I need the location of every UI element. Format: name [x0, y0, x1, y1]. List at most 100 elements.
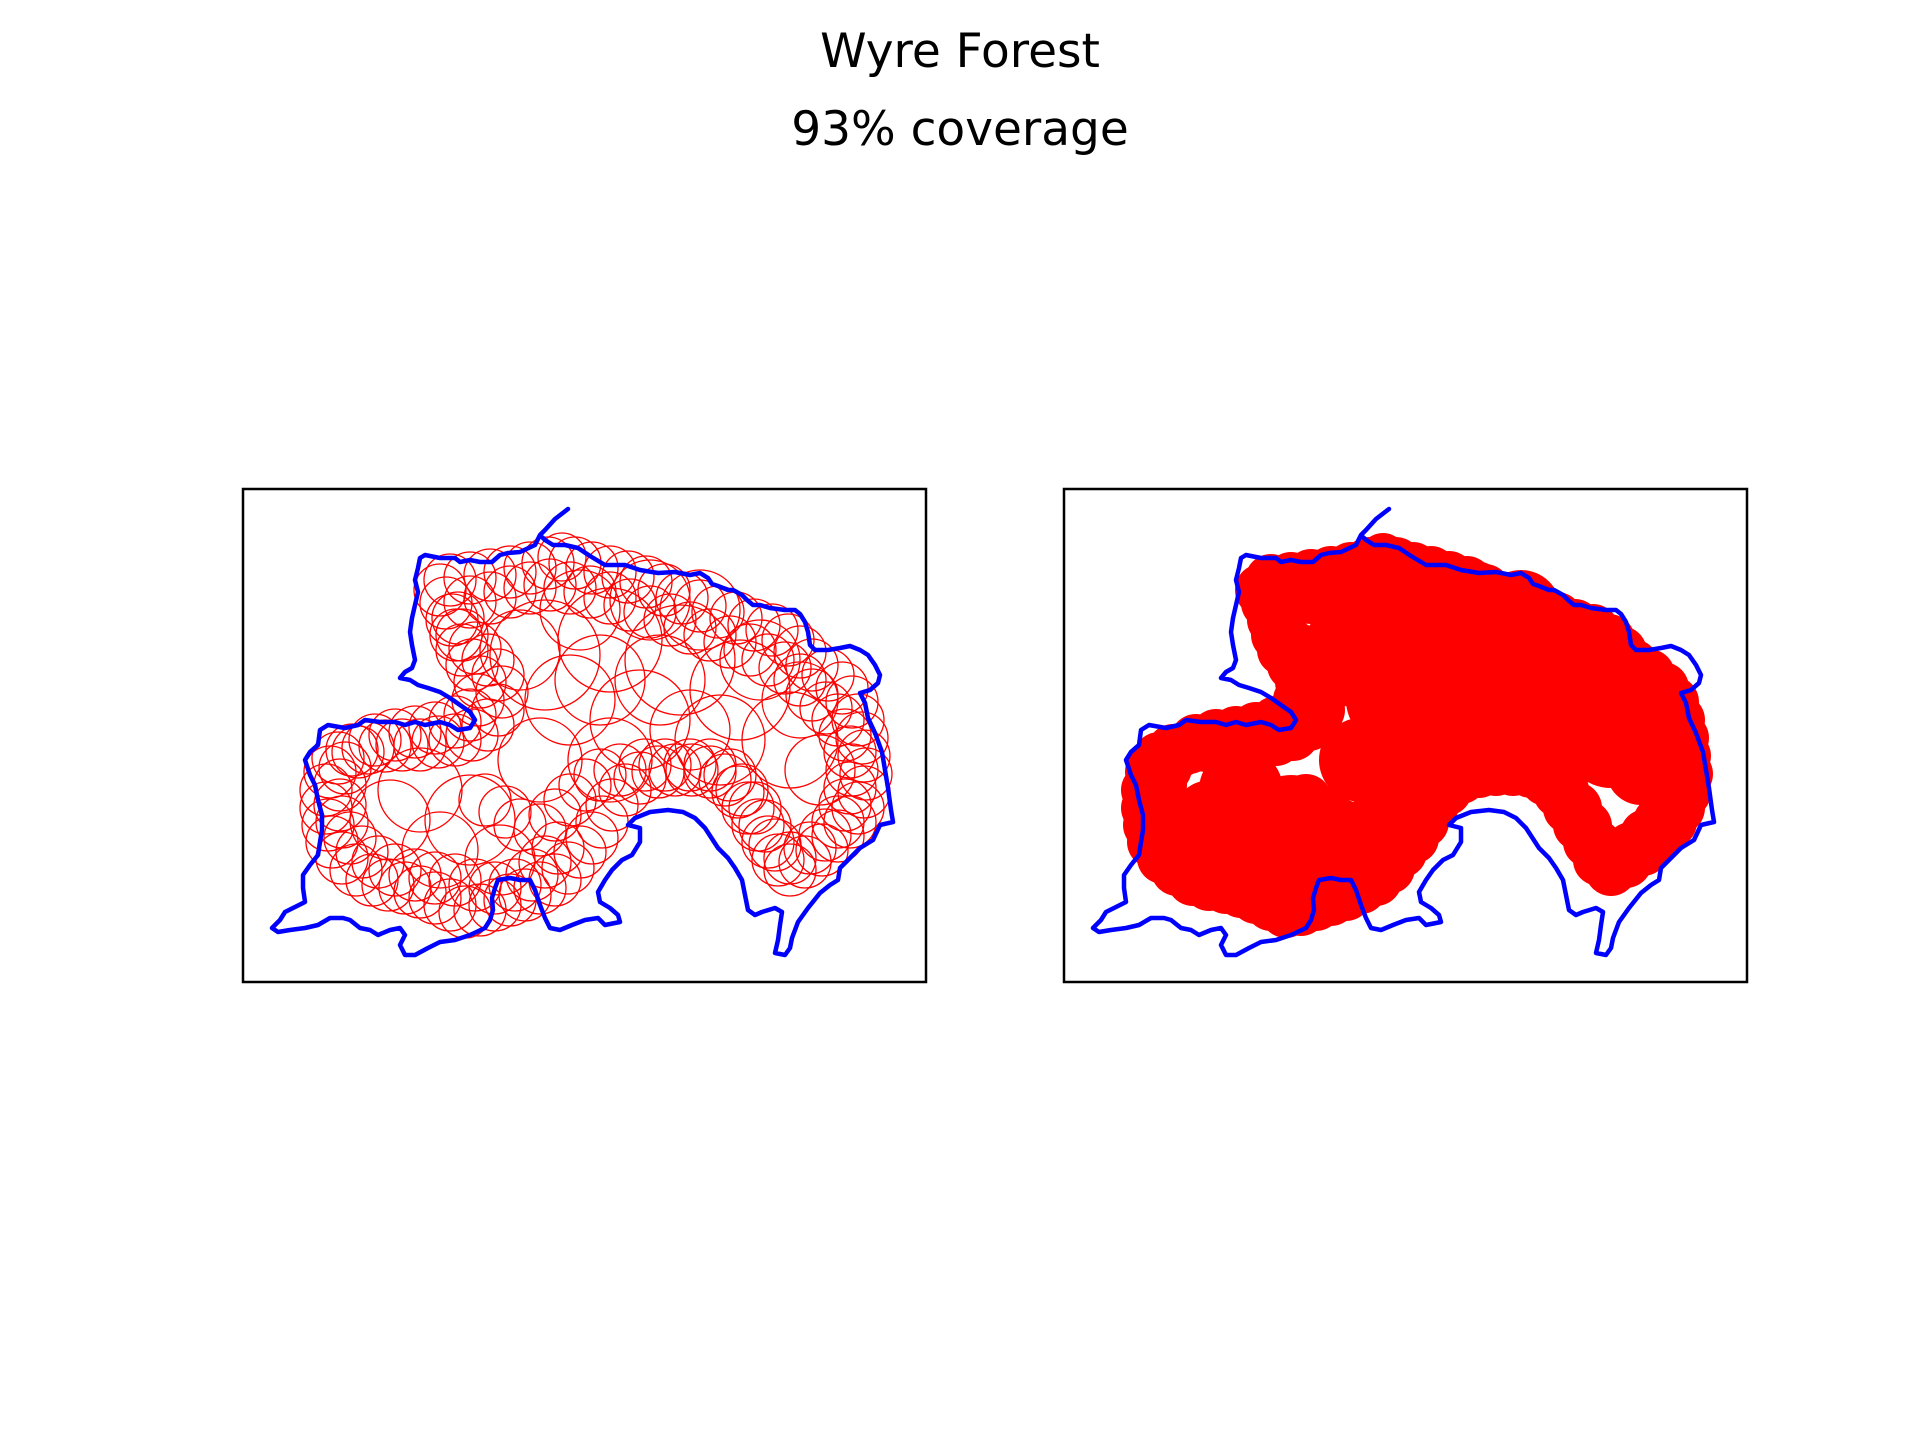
coverage-circles-outlined	[299, 532, 893, 939]
panel-frame-right	[1062, 487, 1749, 984]
panel-circle-outlines	[241, 487, 928, 984]
coverage-circle	[761, 613, 815, 667]
coverage-circle	[818, 778, 872, 832]
coverage-circle	[624, 604, 736, 716]
coverage-disc	[1353, 822, 1405, 874]
coverage-circle	[489, 599, 601, 711]
coverage-circle	[565, 541, 619, 595]
coverage-circle	[674, 694, 766, 786]
coverage-circle	[689, 639, 791, 741]
coverage-circle	[823, 725, 877, 779]
coverage-disc	[1389, 718, 1473, 802]
coverage-circle	[649, 689, 731, 771]
coverage-circle	[795, 823, 849, 877]
coverage-circle	[335, 825, 389, 879]
coverage-circle	[741, 633, 795, 687]
coverage-subtitle: 93% coverage	[791, 102, 1129, 157]
coverage-circle	[583, 571, 637, 625]
coverage-area-filled	[1121, 533, 1713, 938]
coverage-circle	[825, 675, 879, 729]
district-boundary-right	[1090, 506, 1717, 958]
coverage-circle	[763, 843, 817, 897]
coverage-circle	[443, 551, 497, 605]
coverage-circle	[368, 708, 422, 762]
coverage-circle	[784, 734, 856, 806]
coverage-circle	[823, 761, 877, 815]
coverage-circle	[741, 691, 839, 789]
coverage-circle	[378, 861, 432, 915]
coverage-circle	[315, 795, 369, 849]
coverage-circle	[348, 713, 402, 767]
coverage-circle	[464, 824, 536, 896]
district-boundary-line	[269, 506, 896, 958]
coverage-circle	[318, 741, 372, 795]
coverage-circle	[638, 738, 692, 792]
coverage-circle	[428, 853, 482, 907]
coverage-circle	[331, 725, 385, 779]
panel-coverage-union	[1062, 487, 1749, 984]
coverage-circle	[483, 565, 537, 619]
coverage-circle	[758, 641, 812, 695]
district-boundary-left	[269, 506, 896, 958]
coverage-circle	[585, 778, 639, 832]
coverage-circle	[393, 718, 447, 772]
coverage-circle	[377, 747, 463, 833]
coverage-circle	[349, 779, 431, 861]
coverage-disc	[1361, 570, 1441, 650]
coverage-circle	[408, 851, 462, 905]
coverage-circle	[815, 661, 869, 715]
coverage-circle	[424, 774, 516, 866]
coverage-circle	[567, 717, 653, 803]
coverage-circle	[413, 563, 467, 617]
coverage-circle	[558, 758, 612, 812]
coverage-disc	[1376, 635, 1466, 725]
coverage-disc	[1481, 570, 1561, 650]
coverage-circle	[408, 871, 462, 925]
coverage-circle	[603, 578, 657, 632]
coverage-circle	[723, 623, 777, 677]
coverage-circle	[643, 593, 697, 647]
coverage-circle	[554, 634, 646, 726]
coverage-circle	[411, 715, 465, 769]
coverage-circle	[503, 541, 557, 595]
coverage-circle	[673, 579, 727, 633]
coverage-circle	[479, 609, 561, 691]
coverage-circle	[368, 843, 422, 897]
coverage-circle	[761, 661, 839, 739]
coverage-disc	[1301, 610, 1381, 690]
coverage-circle	[471, 648, 525, 702]
coverage-disc	[1286, 825, 1356, 895]
coverage-circle	[663, 738, 717, 792]
coverage-circle	[435, 623, 489, 677]
coverage-circle	[835, 711, 889, 765]
coverage-circle	[783, 821, 837, 875]
coverage-circle	[614, 634, 706, 726]
coverage-circle	[299, 763, 353, 817]
coverage-circle	[435, 608, 489, 662]
coverage-circle	[659, 569, 741, 651]
coverage-circle	[528, 788, 582, 842]
coverage-circle	[323, 811, 377, 865]
coverage-circle	[518, 835, 572, 889]
coverage-circle	[589, 669, 691, 771]
coverage-circle	[475, 665, 529, 719]
coverage-circle	[798, 808, 852, 862]
coverage-circle	[345, 853, 399, 907]
coverage-circle	[565, 811, 619, 865]
coverage-circle	[448, 621, 502, 675]
coverage-disc	[1606, 735, 1676, 805]
coverage-circle	[751, 833, 805, 887]
coverage-circle	[497, 717, 583, 803]
coverage-circle	[825, 743, 879, 797]
coverage-circle	[458, 773, 512, 827]
panel-frame-left	[241, 487, 928, 984]
coverage-circle	[463, 548, 517, 602]
coverage-circle	[488, 858, 542, 912]
coverage-circle	[623, 585, 677, 639]
coverage-circle	[375, 718, 429, 772]
coverage-circle	[483, 545, 537, 599]
coverage-circle	[811, 795, 865, 849]
coverage-circle	[448, 858, 502, 912]
coverage-circle	[539, 569, 621, 651]
